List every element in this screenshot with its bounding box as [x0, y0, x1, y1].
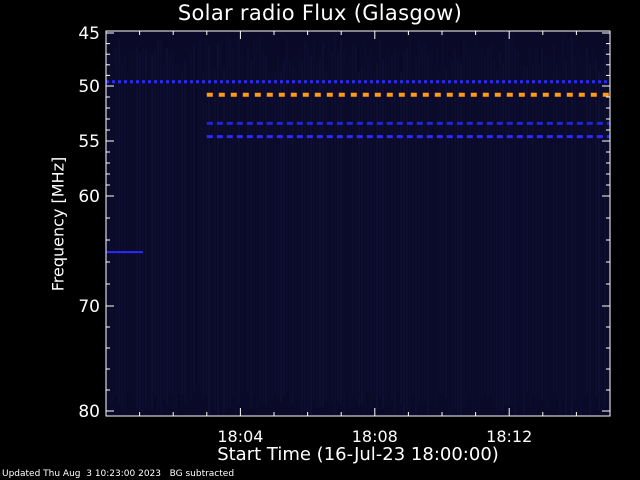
y-axis-title: Frequency [MHz] [48, 156, 68, 292]
chart-title: Solar radio Flux (Glasgow) [177, 1, 463, 25]
x-tick-label: 18:04 [217, 427, 263, 446]
updated-timestamp: Updated Thu Aug 3 10:23:00 2023 [2, 469, 162, 479]
plot-layer [106, 31, 610, 416]
y-tick-label: 45 [78, 24, 100, 44]
y-tick-label: 80 [78, 402, 100, 422]
x-tick-label: 18:12 [486, 427, 532, 446]
y-tick-label: 70 [78, 297, 100, 317]
background-note: BG subtracted [169, 469, 235, 479]
y-tick-label: 55 [78, 132, 100, 152]
y-tick-label: 50 [78, 77, 100, 97]
x-tick-label: 18:08 [352, 427, 398, 446]
x-axis-title: Start Time (16-Jul-23 18:00:00) [217, 444, 499, 465]
plot-frame [105, 30, 611, 417]
plot-background [106, 31, 610, 416]
y-tick-label: 60 [78, 187, 100, 207]
footer-text: Updated Thu Aug 3 10:23:00 2023 BG subtr… [2, 469, 234, 479]
axis-layer: 45 50 55 60 70 80 18:04 18:08 18:12 [78, 24, 611, 446]
